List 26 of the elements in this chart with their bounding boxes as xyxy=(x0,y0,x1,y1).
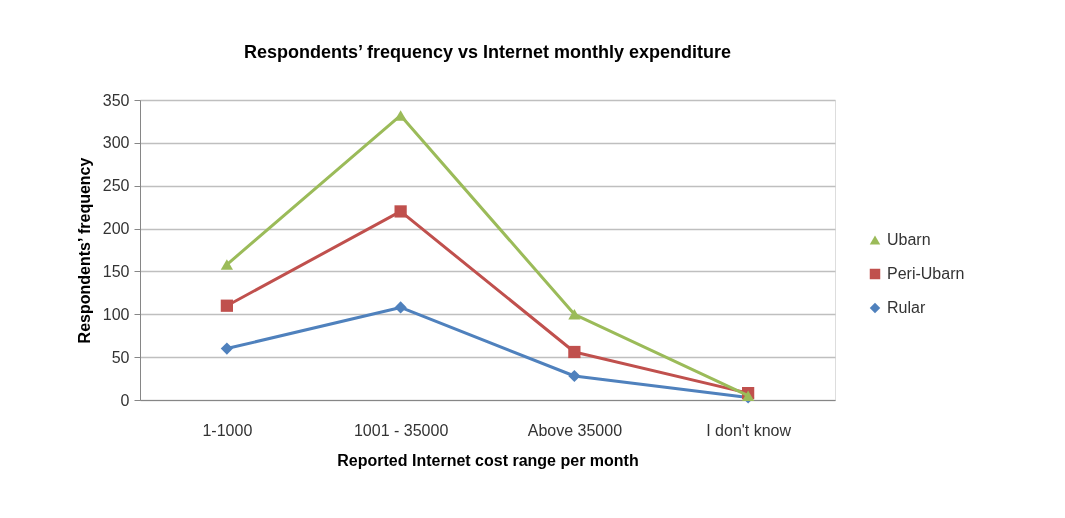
y-tick-label: 150 xyxy=(102,262,130,280)
y-tick-label: 300 xyxy=(102,134,130,152)
point xyxy=(220,299,233,312)
y-tick-label: 100 xyxy=(102,305,130,323)
y-tick-label: 50 xyxy=(111,348,130,366)
point xyxy=(568,345,581,359)
y-tick-label: 250 xyxy=(102,177,130,195)
point xyxy=(394,205,407,218)
x-axis-title: Reported Internet cost range per month xyxy=(337,451,639,469)
y-axis-title: Respondents’ frequency xyxy=(75,157,93,344)
x-tick-label: 1001 - 35000 xyxy=(353,421,449,439)
legend-label: Rular xyxy=(887,299,926,316)
y-tick-label: 200 xyxy=(102,220,130,238)
legend-label: Peri-Ubarn xyxy=(887,265,965,282)
point xyxy=(568,308,581,320)
point xyxy=(394,301,407,314)
chart-title: Respondents’ frequency vs Internet monthly expenditure xyxy=(243,42,732,62)
y-tick-label: 0 xyxy=(120,391,130,409)
point xyxy=(220,259,233,270)
x-tick-label: Above 35000 xyxy=(527,421,623,439)
x-tick-label: I don't know xyxy=(706,421,792,439)
point xyxy=(568,369,581,383)
y-tick-label: 350 xyxy=(102,91,130,109)
x-tick-label: 1-1000 xyxy=(202,421,253,439)
point xyxy=(220,342,233,355)
legend-label: Ubarn xyxy=(887,231,931,248)
